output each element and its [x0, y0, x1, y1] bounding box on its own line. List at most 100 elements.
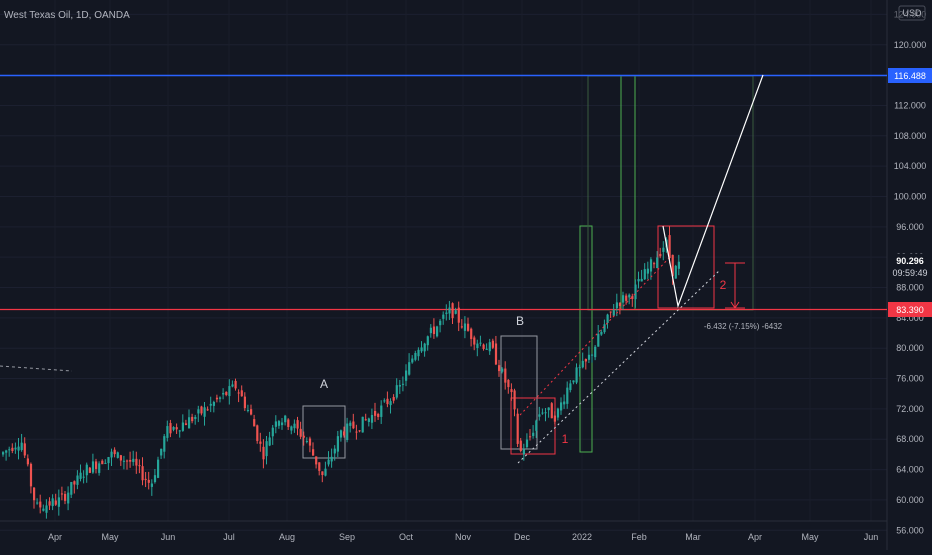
candle-body: [417, 349, 420, 357]
candle-body: [23, 443, 26, 456]
candle-body: [36, 502, 39, 504]
time-tick-label: Aug: [279, 532, 295, 542]
candle-body: [324, 468, 327, 476]
candle-body: [197, 409, 200, 414]
price-tick-label: 80.000: [896, 343, 924, 353]
candle-body: [147, 479, 150, 483]
candle-body: [315, 456, 318, 465]
candle-body: [510, 389, 513, 393]
price-tick-label: 104.000: [894, 161, 927, 171]
time-scale[interactable]: Apr May Jun Jul Aug Sep Oct Nov Dec 2022 Feb Mar Apr…: [48, 532, 878, 542]
candle-body: [296, 420, 299, 429]
candle-body: [389, 401, 392, 406]
candle-body: [206, 409, 209, 411]
projection-path[interactable]: [662, 74, 764, 309]
wave-label-a: A: [320, 377, 328, 391]
candle-body: [122, 460, 126, 462]
lower-channel-line[interactable]: [517, 269, 721, 464]
support-badge-text: 83.390: [896, 305, 924, 315]
support-badge: [888, 302, 932, 317]
candle-body: [2, 452, 5, 455]
candle-body: [473, 337, 476, 345]
candle-body: [352, 421, 355, 429]
candle-body: [54, 500, 57, 505]
candle-body: [79, 472, 82, 479]
time-tick-label: Jun: [864, 532, 879, 542]
candle-body: [343, 431, 346, 436]
candle-body: [203, 407, 206, 417]
candle-body: [442, 314, 445, 319]
candle-body: [26, 458, 29, 465]
candle-body: [14, 447, 17, 450]
candle-body: [609, 311, 612, 313]
candle-body: [29, 463, 33, 487]
candle-body: [312, 449, 315, 456]
candle-body: [547, 407, 550, 411]
price-tick-label: 112.000: [894, 100, 926, 110]
wave-b-box[interactable]: [500, 335, 538, 450]
candle-body: [253, 419, 256, 427]
candle-body: [606, 314, 609, 323]
candle-body: [287, 419, 290, 427]
candle-body: [575, 367, 578, 383]
candle-body: [308, 438, 312, 446]
candle-body: [516, 413, 519, 444]
candle-body: [615, 302, 618, 309]
candle-body: [411, 358, 414, 363]
candle-body: [556, 408, 560, 418]
candle-body: [380, 405, 383, 417]
currency-label: USD: [902, 8, 922, 18]
candle-body: [405, 370, 408, 381]
candle-body: [104, 462, 107, 464]
candle-body: [346, 423, 349, 441]
candle-body: [200, 406, 203, 414]
candle-body: [597, 333, 600, 347]
candle-body: [625, 295, 628, 301]
candle-body: [141, 466, 144, 481]
candle-body: [163, 436, 166, 452]
candle-body: [82, 476, 85, 478]
candle-body: [259, 441, 262, 444]
candle-body: [85, 464, 88, 476]
candle-body: [457, 307, 460, 323]
wave-1-box[interactable]: [510, 397, 556, 455]
candle-body: [129, 459, 132, 462]
candle-body: [132, 458, 135, 463]
candle-body: [448, 307, 451, 314]
candle-body: [274, 421, 277, 427]
candle-body: [209, 403, 212, 406]
candle-body: [5, 450, 8, 453]
candle-body: [51, 498, 54, 507]
candle-body: [395, 385, 398, 398]
time-tick-label: 2022: [572, 532, 592, 542]
candle-body: [358, 430, 361, 432]
candle-body: [271, 427, 274, 437]
green-range-box-1[interactable]: [579, 225, 593, 453]
candle-body: [175, 427, 178, 430]
candle-body: [541, 412, 544, 414]
currency-badge[interactable]: [898, 5, 926, 21]
time-tick-label: Mar: [685, 532, 701, 542]
candle-body: [612, 310, 615, 316]
candle-body: [293, 423, 296, 429]
candle-body: [479, 342, 482, 344]
candle-body: [631, 296, 634, 299]
left-dashed-trendline[interactable]: [0, 365, 73, 372]
candle-body: [659, 253, 662, 257]
candle-body: [98, 463, 101, 473]
candle-body: [290, 426, 293, 431]
candle-body: [188, 417, 191, 429]
candle-body: [460, 326, 463, 328]
candle-body: [91, 461, 95, 473]
upper-channel-line[interactable]: [519, 256, 671, 416]
candle-body: [392, 397, 395, 401]
price-tick-label: 72.000: [896, 404, 924, 414]
candle-body: [414, 353, 417, 360]
price-tick-label: 64.000: [896, 465, 924, 475]
candle-body: [299, 428, 302, 437]
candle-body: [485, 348, 488, 350]
candle-body: [566, 387, 569, 404]
candle-body: [420, 347, 423, 352]
